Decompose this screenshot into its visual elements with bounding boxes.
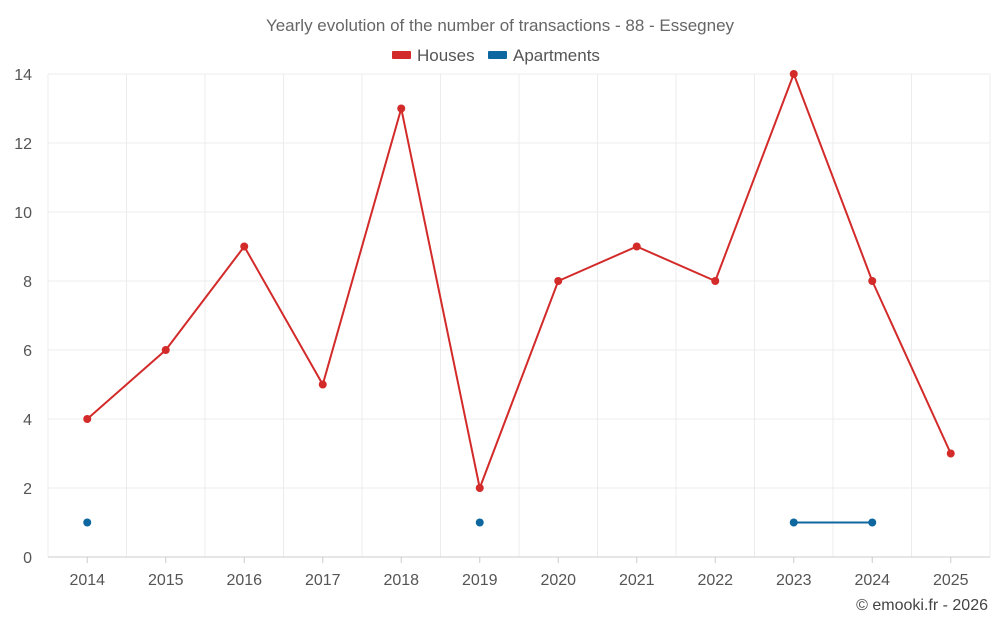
houses-point[interactable] (946, 449, 955, 458)
x-tick-label: 2022 (697, 572, 733, 589)
legend-swatch (488, 51, 507, 59)
x-tick-label: 2025 (933, 572, 969, 589)
houses-point[interactable] (554, 277, 563, 285)
chart-title: Yearly evolution of the number of transa… (266, 16, 735, 35)
x-tick-label: 2023 (776, 572, 812, 589)
y-tick-label: 12 (14, 136, 32, 153)
y-tick-label: 0 (23, 550, 32, 567)
y-tick-label: 6 (23, 343, 32, 360)
houses-point[interactable] (397, 104, 406, 113)
legend-item-apartments[interactable]: Apartments (488, 46, 600, 65)
y-tick-label: 10 (14, 205, 32, 222)
houses-point[interactable] (161, 346, 170, 354)
legend-label: Apartments (513, 46, 600, 65)
houses-point[interactable] (789, 70, 798, 78)
x-tick-label: 2017 (305, 572, 341, 589)
y-tick-label: 8 (23, 274, 32, 291)
y-tick-label: 14 (14, 67, 32, 84)
x-tick-label: 2020 (540, 572, 576, 589)
x-tick-label: 2014 (69, 572, 105, 589)
legend-label: Houses (417, 46, 475, 65)
series-layer (83, 70, 955, 527)
y-tick-label: 4 (23, 412, 32, 429)
houses-point[interactable] (711, 277, 720, 285)
series-houses (83, 70, 955, 492)
apartments-point[interactable] (475, 518, 484, 527)
houses-point[interactable] (868, 277, 877, 285)
apartments-point[interactable] (83, 518, 92, 527)
x-tick-label: 2015 (148, 572, 184, 589)
x-tick-label: 2016 (226, 572, 262, 589)
x-tick-label: 2024 (854, 572, 890, 589)
houses-point[interactable] (475, 484, 484, 492)
legend: Houses Apartments (392, 46, 600, 65)
x-tick-label: 2018 (383, 572, 419, 589)
axes: 0 2 4 6 8 10 12 14 2014 2015 2016 2017 2018 2019 2020 2… (14, 67, 990, 589)
houses-line (86, 73, 952, 489)
x-tick-label: 2021 (619, 572, 655, 589)
legend-swatch (392, 51, 411, 59)
x-tick-label: 2019 (462, 572, 498, 589)
houses-point[interactable] (632, 242, 641, 251)
legend-item-houses[interactable]: Houses (392, 46, 475, 65)
credit-text: © emooki.fr - 2026 (856, 597, 988, 614)
houses-point[interactable] (240, 242, 249, 251)
houses-point[interactable] (318, 380, 327, 389)
houses-point[interactable] (83, 415, 92, 423)
apartments-point[interactable] (868, 518, 877, 527)
series-apartments (83, 518, 877, 527)
grid-lines (47, 73, 991, 557)
apartments-point[interactable] (789, 518, 798, 527)
y-tick-label: 2 (23, 481, 32, 498)
